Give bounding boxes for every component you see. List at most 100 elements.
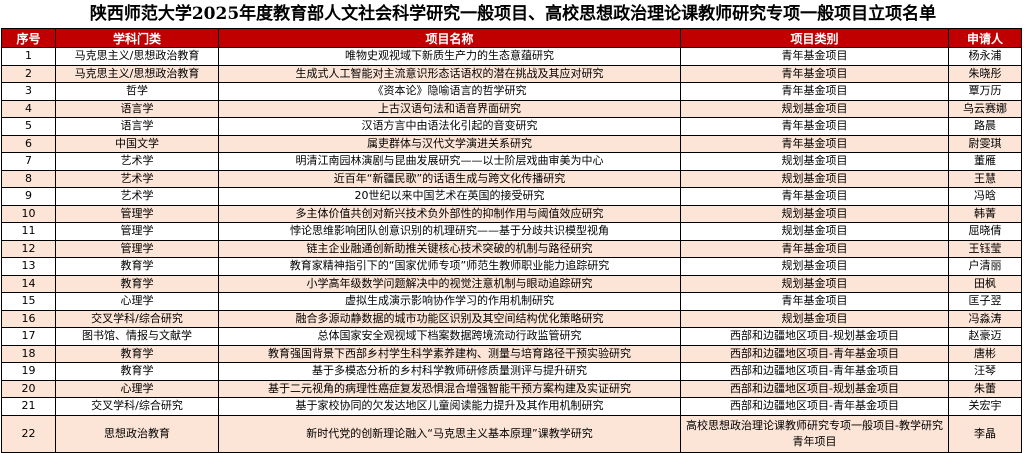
table-row: 13 教育学 教育家精神指引下的“国家优师专项”师范生教师职业能力追踪研究 规划基金项… xyxy=(1,257,1022,276)
cell-applicant: 李晶 xyxy=(948,414,1022,453)
cell-index: 15 xyxy=(1,292,56,311)
cell-applicant: 屈晓倩 xyxy=(948,222,1022,241)
cell-applicant: 户清丽 xyxy=(948,257,1022,276)
cell-applicant: 关宏宇 xyxy=(948,397,1022,416)
cell-discipline: 交叉学科/综合研究 xyxy=(55,309,219,328)
cell-applicant: 韩菁 xyxy=(948,204,1022,223)
table-row: 5 语言学 汉语方言中由语法化引起的音变研究 青年基金项目 路晨 xyxy=(1,117,1022,136)
table-header: 序号 学科门类 项目名称 项目类别 申请人 xyxy=(1,28,1022,48)
page-title: 陕西师范大学2025年度教育部人文社会科学研究一般项目、高校思想政治理论课教师研… xyxy=(89,4,937,24)
cell-discipline: 思想政治教育 xyxy=(55,414,219,453)
header-applicant: 申请人 xyxy=(948,28,1022,48)
cell-index: 9 xyxy=(1,187,56,206)
cell-index: 22 xyxy=(1,414,56,453)
cell-index: 13 xyxy=(1,257,56,276)
cell-index: 17 xyxy=(1,327,56,346)
cell-applicant: 董雁 xyxy=(948,152,1022,171)
header-category: 项目类别 xyxy=(680,28,949,48)
cell-index: 1 xyxy=(1,47,56,66)
cell-category: 高校思想政治理论课教师研究专项一般项目-教学研究青年项目 xyxy=(680,414,949,453)
cell-project-name: 基于家校协同的欠发达地区儿童阅读能力提升及其作用机制研究 xyxy=(218,397,681,416)
cell-index: 2 xyxy=(1,64,56,83)
cell-category: 青年基金项目 xyxy=(680,292,949,311)
cell-index: 4 xyxy=(1,99,56,118)
table-row: 17 图书馆、情报与文献学 总体国家安全观视域下档案数据跨境流动行政监管研究 西部和边… xyxy=(1,327,1022,346)
cell-applicant: 匡子翌 xyxy=(948,292,1022,311)
cell-discipline: 教育学 xyxy=(55,362,219,381)
cell-category: 西部和边疆地区项目-青年基金项目 xyxy=(680,397,949,416)
table-row: 2 马克思主义/思想政治教育 生成式人工智能对主流意识形态话语权的潜在挑战及其应对研… xyxy=(1,64,1022,83)
cell-category: 规划基金项目 xyxy=(680,257,949,276)
header-index: 序号 xyxy=(1,28,56,48)
cell-applicant: 赵豪迈 xyxy=(948,327,1022,346)
cell-discipline: 教育学 xyxy=(55,257,219,276)
cell-project-name: 虚拟生成演示影响协作学习的作用机制研究 xyxy=(218,292,681,311)
cell-category: 青年基金项目 xyxy=(680,134,949,153)
cell-applicant: 冯晗 xyxy=(948,187,1022,206)
table-row: 22 思想政治教育 新时代党的创新理论融入“马克思主义基本原理”课教学研究 高校思想政… xyxy=(1,414,1022,453)
table-row: 10 管理学 多主体价值共创对新兴技术负外部性的抑制作用与阈值效应研究 规划基金项目韩… xyxy=(1,204,1022,223)
cell-category: 西部和边疆地区项目-青年基金项目 xyxy=(680,344,949,363)
cell-project-name: 总体国家安全观视域下档案数据跨境流动行政监管研究 xyxy=(218,327,681,346)
cell-discipline: 管理学 xyxy=(55,239,219,258)
cell-category: 规划基金项目 xyxy=(680,204,949,223)
cell-project-name: 明清江南园林演剧与昆曲发展研究——以士阶层戏曲审美为中心 xyxy=(218,152,681,171)
cell-project-name: 生成式人工智能对主流意识形态话语权的潜在挑战及其应对研究 xyxy=(218,64,681,83)
cell-index: 5 xyxy=(1,117,56,136)
cell-discipline: 管理学 xyxy=(55,222,219,241)
cell-index: 7 xyxy=(1,152,56,171)
cell-project-name: 属吏群体与汉代文学演进关系研究 xyxy=(218,134,681,153)
cell-project-name: 近百年“新疆民歌”的话语生成与跨文化传播研究 xyxy=(218,169,681,188)
table-row: 20 心理学 基于二元视角的病理性癌症复发恐惧混合增强智能干预方案构建及实证研究 西部… xyxy=(1,379,1022,398)
cell-project-name: 悖论思维影响团队创意识别的机理研究——基于分歧共识模型视角 xyxy=(218,222,681,241)
cell-applicant: 杨永浦 xyxy=(948,47,1022,66)
cell-index: 12 xyxy=(1,239,56,258)
cell-category: 西部和边疆地区项目-规划基金项目 xyxy=(680,379,949,398)
cell-discipline: 教育学 xyxy=(55,274,219,293)
cell-project-name: 汉语方言中由语法化引起的音变研究 xyxy=(218,117,681,136)
cell-project-name: 新时代党的创新理论融入“马克思主义基本原理”课教学研究 xyxy=(218,414,681,453)
cell-applicant: 唐彬 xyxy=(948,344,1022,363)
cell-category: 规划基金项目 xyxy=(680,309,949,328)
cell-index: 16 xyxy=(1,309,56,328)
cell-project-name: 基于二元视角的病理性癌症复发恐惧混合增强智能干预方案构建及实证研究 xyxy=(218,379,681,398)
cell-category: 西部和边疆地区项目-青年基金项目 xyxy=(680,362,949,381)
cell-project-name: 唯物史观视域下新质生产力的生态意蕴研究 xyxy=(218,47,681,66)
cell-category: 青年基金项目 xyxy=(680,187,949,206)
cell-applicant: 王钰莹 xyxy=(948,239,1022,258)
cell-project-name: 多主体价值共创对新兴技术负外部性的抑制作用与阈值效应研究 xyxy=(218,204,681,223)
cell-project-name: 小学高年级数学问题解决中的视觉注意机制与眼动追踪研究 xyxy=(218,274,681,293)
cell-discipline: 语言学 xyxy=(55,99,219,118)
cell-index: 19 xyxy=(1,362,56,381)
cell-project-name: 上古汉语句法和语音界面研究 xyxy=(218,99,681,118)
table-row: 14 教育学 小学高年级数学问题解决中的视觉注意机制与眼动追踪研究 规划基金项目 田枫 xyxy=(1,274,1022,293)
cell-project-name: 教育强国背景下西部乡村学生科学素养建构、测量与培育路径干预实验研究 xyxy=(218,344,681,363)
cell-applicant: 田枫 xyxy=(948,274,1022,293)
project-table: 序号 学科门类 项目名称 项目类别 申请人 1 马克思主义/思想政治教育 唯物史观视… xyxy=(1,28,1022,453)
cell-index: 3 xyxy=(1,82,56,101)
cell-discipline: 教育学 xyxy=(55,344,219,363)
cell-discipline: 心理学 xyxy=(55,292,219,311)
cell-category: 青年基金项目 xyxy=(680,82,949,101)
cell-category: 青年基金项目 xyxy=(680,47,949,66)
table-row: 9 艺术学 20世纪以来中国艺术在英国的接受研究 青年基金项目 冯晗 xyxy=(1,187,1022,206)
table-row: 4 语言学 上古汉语句法和语音界面研究 规划基金项目 乌云赛娜 xyxy=(1,99,1022,118)
cell-index: 10 xyxy=(1,204,56,223)
cell-project-name: 20世纪以来中国艺术在英国的接受研究 xyxy=(218,187,681,206)
cell-index: 11 xyxy=(1,222,56,241)
header-discipline: 学科门类 xyxy=(55,28,219,48)
cell-applicant: 朱晓彤 xyxy=(948,64,1022,83)
cell-project-name: 教育家精神指引下的“国家优师专项”师范生教师职业能力追踪研究 xyxy=(218,257,681,276)
cell-applicant: 尉雯琪 xyxy=(948,134,1022,153)
table-row: 1 马克思主义/思想政治教育 唯物史观视域下新质生产力的生态意蕴研究 青年基金项目 杨永… xyxy=(1,47,1022,66)
table-row: 8 艺术学 近百年“新疆民歌”的话语生成与跨文化传播研究 规划基金项目 王慧 xyxy=(1,169,1022,188)
cell-category: 规划基金项目 xyxy=(680,99,949,118)
cell-discipline: 管理学 xyxy=(55,204,219,223)
cell-category: 规划基金项目 xyxy=(680,274,949,293)
cell-project-name: 链主企业融通创新助推关键核心技术突破的机制与路径研究 xyxy=(218,239,681,258)
cell-index: 14 xyxy=(1,274,56,293)
cell-category: 青年基金项目 xyxy=(680,64,949,83)
cell-applicant: 汪琴 xyxy=(948,362,1022,381)
table-row: 3 哲学 《资本论》隐喻语言的哲学研究 青年基金项目 覃万历 xyxy=(1,82,1022,101)
cell-applicant: 覃万历 xyxy=(948,82,1022,101)
